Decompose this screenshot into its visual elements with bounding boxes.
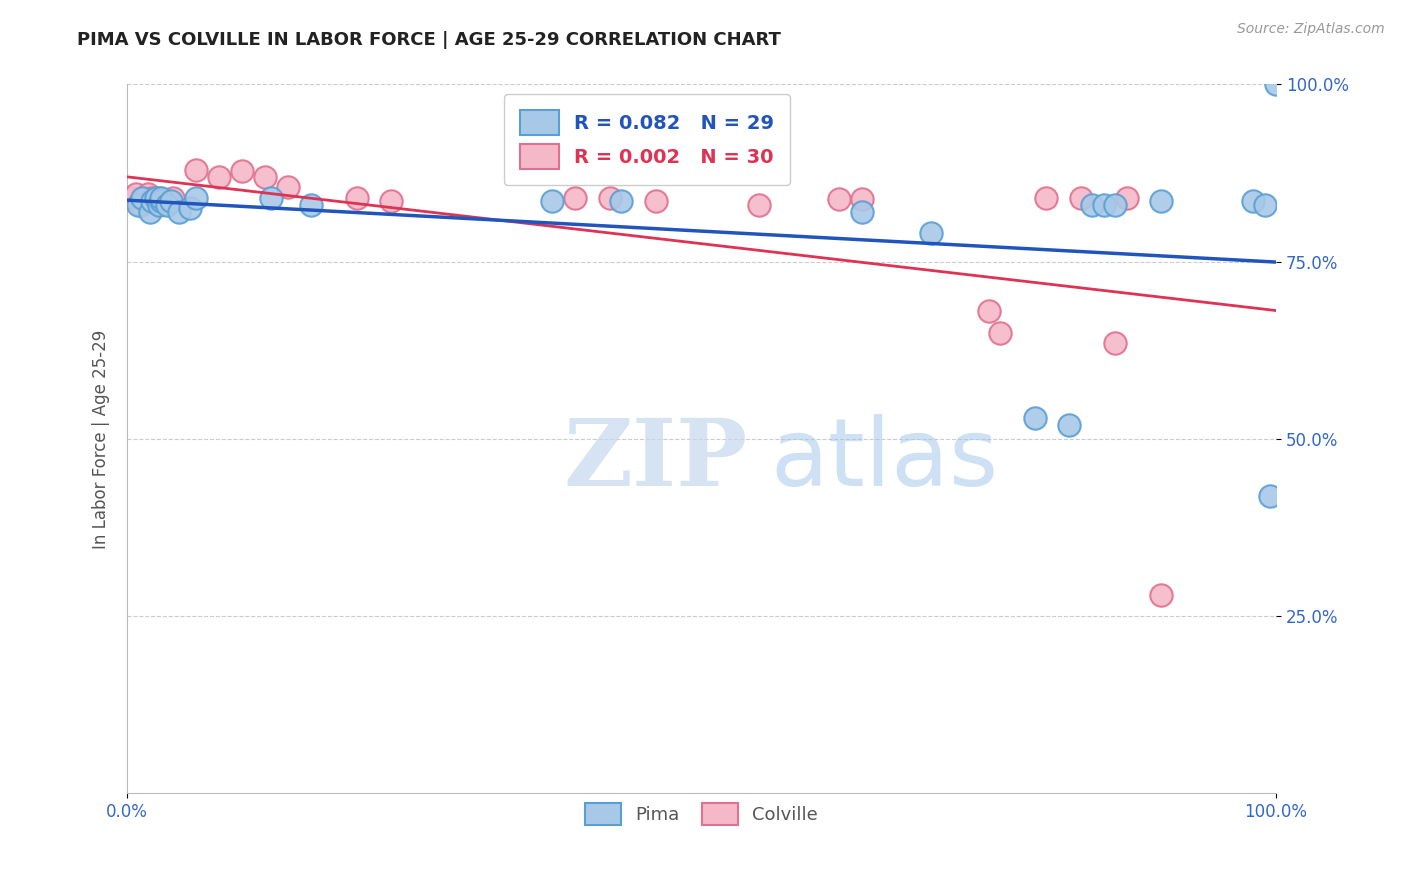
Text: ZIP: ZIP — [564, 415, 748, 505]
Point — [1104, 198, 1126, 212]
Point — [145, 191, 167, 205]
Point — [150, 194, 173, 209]
Point — [184, 191, 207, 205]
Point — [139, 205, 162, 219]
Point — [977, 304, 1000, 318]
Text: PIMA VS COLVILLE IN LABOR FORCE | AGE 25-29 CORRELATION CHART: PIMA VS COLVILLE IN LABOR FORCE | AGE 25… — [77, 31, 782, 49]
Point — [145, 192, 167, 206]
Point — [127, 198, 149, 212]
Point — [1260, 489, 1282, 503]
Text: atlas: atlas — [770, 414, 998, 506]
Point — [141, 194, 163, 209]
Point — [1024, 410, 1046, 425]
Point — [541, 194, 564, 209]
Point — [1035, 191, 1057, 205]
Point — [129, 198, 152, 212]
Point — [277, 180, 299, 194]
Point — [184, 162, 207, 177]
Point — [1253, 198, 1275, 212]
Point — [380, 194, 402, 209]
Text: Source: ZipAtlas.com: Source: ZipAtlas.com — [1237, 22, 1385, 37]
Point — [121, 191, 143, 205]
Point — [920, 227, 942, 241]
Point — [167, 205, 190, 219]
Point — [179, 202, 201, 216]
Point — [141, 191, 163, 205]
Point — [136, 187, 159, 202]
Point — [1104, 336, 1126, 351]
Point — [162, 191, 184, 205]
Point — [159, 194, 181, 209]
Point — [156, 198, 179, 212]
Point — [299, 198, 322, 212]
Point — [148, 198, 170, 212]
Point — [134, 191, 156, 205]
Point — [1150, 194, 1173, 209]
Point — [208, 169, 231, 184]
Point — [131, 191, 153, 205]
Point — [1265, 78, 1288, 92]
Point — [1241, 194, 1264, 209]
Point — [1115, 191, 1137, 205]
Point — [231, 164, 253, 178]
Point — [259, 191, 281, 205]
Point — [599, 191, 621, 205]
Point — [253, 169, 276, 184]
Point — [150, 191, 173, 205]
Point — [125, 187, 148, 202]
Point — [828, 192, 851, 206]
Point — [988, 326, 1011, 340]
Legend: Pima, Colville: Pima, Colville — [576, 794, 827, 834]
Point — [644, 194, 666, 209]
Point — [564, 191, 586, 205]
Point — [1057, 417, 1080, 432]
Point — [148, 191, 170, 205]
Point — [1150, 588, 1173, 602]
Point — [1092, 198, 1115, 212]
Point — [851, 205, 873, 219]
Point — [346, 191, 368, 205]
Y-axis label: In Labor Force | Age 25-29: In Labor Force | Age 25-29 — [93, 329, 110, 549]
Point — [610, 194, 633, 209]
Point — [748, 198, 770, 212]
Point — [1070, 191, 1092, 205]
Point — [851, 192, 873, 206]
Point — [150, 194, 173, 209]
Point — [1081, 198, 1104, 212]
